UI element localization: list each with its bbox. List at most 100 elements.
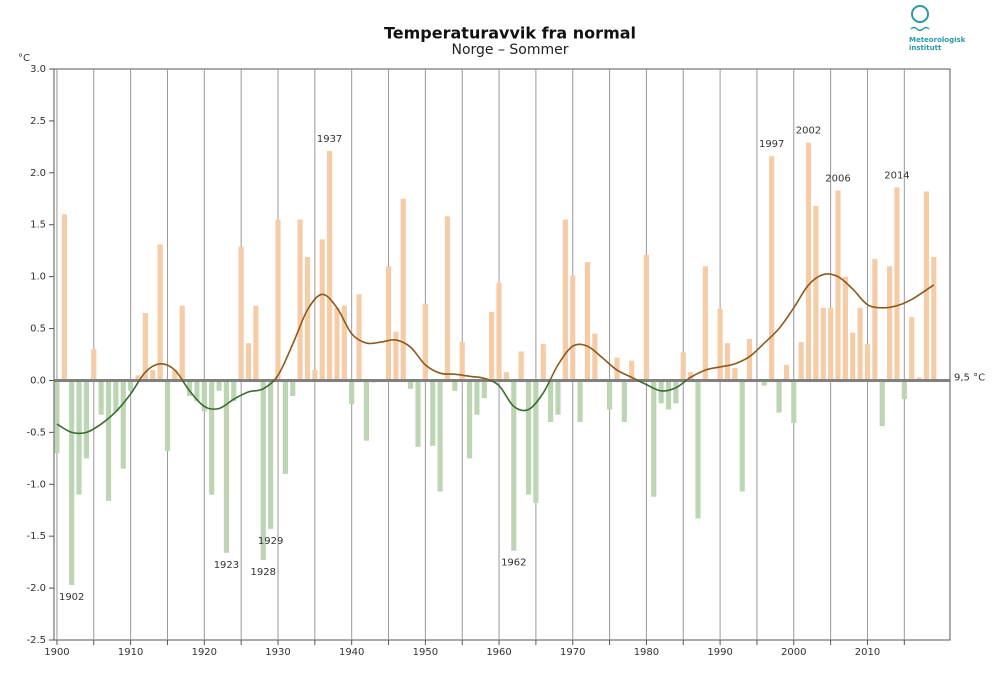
bar [548,380,554,422]
bar [290,380,296,397]
bar [187,380,193,397]
bar [658,380,664,404]
bar [555,380,561,415]
bar [268,380,274,529]
bar [813,206,819,381]
bar [496,282,502,381]
bar [732,367,738,381]
y-tick-label: -1.5 [26,531,46,542]
bar [688,372,694,381]
bar [216,380,222,391]
bar [651,380,657,497]
bar [98,380,104,415]
bar [621,380,627,422]
annotation: 2014 [884,170,909,181]
bar [113,380,119,412]
bar [245,343,252,381]
bar [223,380,229,553]
bar [695,380,701,519]
x-tick-label: 1910 [118,647,143,658]
bar [901,380,907,400]
bar [437,380,443,492]
bar [238,246,244,381]
y-tick-label: 1.0 [30,272,46,283]
logo-text: Meteorologisk [909,36,966,44]
bar [702,266,708,381]
bar [850,332,856,381]
bar [923,191,929,381]
y-tick-label: 0.0 [30,375,46,386]
bar [260,380,266,561]
x-tick-label: 1990 [707,647,732,658]
bar [533,380,539,503]
bar [643,254,649,381]
bar [385,266,392,381]
bar [253,305,259,381]
bar [459,342,465,381]
bar [747,338,753,381]
bar [327,151,333,381]
bar [415,380,421,447]
bar [518,351,524,381]
bar [584,262,591,381]
bar [592,333,598,381]
logo-wave [910,26,930,32]
bar [776,380,782,413]
bar [467,380,473,459]
bar [798,342,804,381]
chart-subtitle: Norge – Sommer [451,42,568,58]
bar [319,239,325,381]
bar [607,380,613,410]
bar [312,370,318,381]
bar [916,377,922,381]
annotation: 1928 [251,567,276,578]
bar [209,380,215,495]
bar [61,214,67,381]
bar [717,308,723,381]
bar [525,380,532,495]
bar [297,219,303,381]
bar [179,305,185,381]
bar [201,380,207,412]
bar [511,380,517,551]
bar [363,380,369,441]
y-tick-label: 1.5 [30,220,46,231]
bar [334,307,340,381]
bar [879,380,885,427]
bar [503,372,509,381]
y-tick-label: -2.5 [26,635,46,646]
bar [724,343,731,381]
bar [157,244,163,381]
chart-title: Temperaturavvik fra normal [384,24,636,43]
y-tick-label: 2.5 [30,116,46,127]
x-tick-label: 1980 [634,647,659,658]
bar [894,187,900,381]
bar [120,380,126,469]
bar [909,317,915,381]
bar [282,380,288,474]
bar [474,380,480,415]
bar [805,142,812,381]
x-tick-label: 1970 [560,647,585,658]
annotation: 2002 [796,126,821,137]
bar [835,190,841,381]
bar [761,380,767,386]
bar [842,276,848,381]
bar [54,380,60,454]
bar [481,380,487,399]
bar [783,364,789,381]
bar [452,380,458,391]
bar [304,256,311,381]
bar [69,380,75,585]
annotation: 1937 [317,134,342,145]
bar [673,380,679,404]
bar [135,375,141,381]
y-tick-label: -2.0 [26,583,46,594]
logo-text: institutt [909,44,942,52]
bar [349,380,355,405]
logo: Meteorologisk institutt [909,5,966,52]
bar [570,275,576,381]
logo-icon [911,5,929,23]
bar [820,307,826,381]
bar [562,219,568,381]
